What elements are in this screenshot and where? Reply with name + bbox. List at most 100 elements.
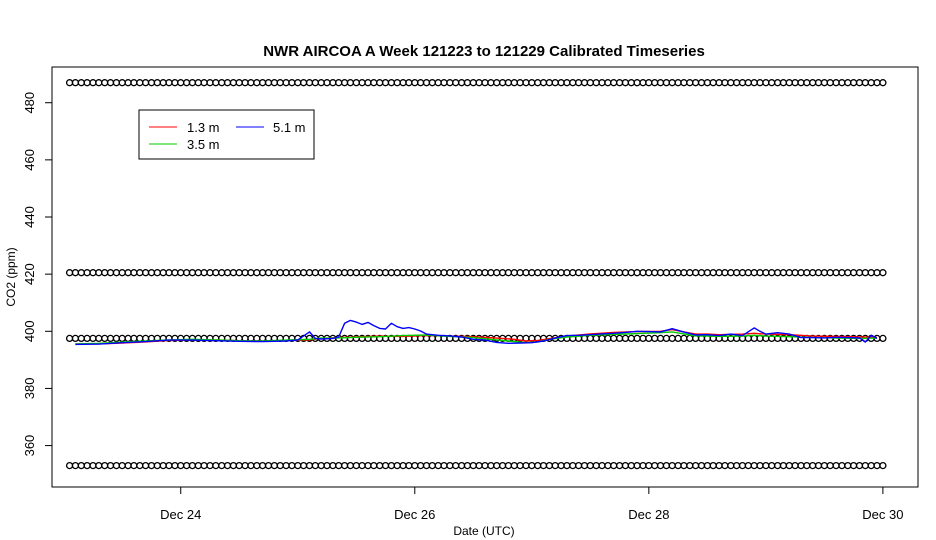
flag-marker — [393, 79, 401, 87]
flag-marker — [446, 461, 454, 470]
flag-marker — [405, 269, 413, 277]
flag-marker — [621, 461, 630, 470]
flag-marker — [282, 269, 290, 277]
flag-marker — [241, 79, 249, 87]
flag-marker — [475, 79, 483, 87]
flag-marker — [662, 461, 671, 470]
chart-title: NWR AIRCOA A Week 121223 to 121229 Calib… — [263, 43, 705, 60]
flag-marker — [89, 334, 97, 343]
flag-marker — [756, 79, 764, 87]
flag-marker — [124, 269, 132, 277]
y-tick-label: 400 — [22, 320, 37, 342]
flag-marker — [247, 461, 255, 470]
flag-marker — [241, 461, 249, 470]
flag-marker — [832, 79, 840, 87]
flag-marker — [346, 334, 355, 343]
flag-marker — [188, 461, 197, 470]
flag-marker — [481, 269, 489, 277]
flag-marker — [159, 269, 167, 277]
flag-marker — [615, 334, 624, 343]
flag-marker — [534, 461, 542, 470]
flag-marker — [141, 461, 150, 470]
flag-marker — [182, 79, 191, 87]
flag-marker — [340, 269, 349, 277]
flag-marker — [159, 79, 167, 87]
flag-marker — [832, 269, 840, 277]
flag-marker — [130, 461, 138, 470]
flag-marker — [849, 461, 858, 470]
flag-marker — [352, 79, 360, 87]
flag-marker — [141, 269, 150, 277]
flag-marker — [381, 79, 390, 87]
flag-marker — [703, 269, 712, 277]
flag-marker — [235, 269, 243, 277]
flag-marker — [691, 269, 700, 277]
flag-marker — [101, 461, 109, 470]
flag-marker — [598, 461, 606, 470]
flag-marker — [627, 79, 635, 87]
flag-marker — [785, 461, 793, 470]
flag-marker — [522, 79, 530, 87]
series-layer — [75, 319, 878, 346]
flag-marker — [621, 269, 630, 277]
flag-marker — [738, 461, 747, 470]
flag-marker — [212, 79, 220, 87]
flag-marker — [493, 461, 501, 470]
flag-marker — [855, 269, 864, 277]
flag-marker — [750, 334, 758, 343]
flag-marker — [346, 461, 355, 470]
flag-marker — [627, 269, 635, 277]
flag-marker — [411, 461, 419, 470]
flag-marker — [773, 269, 782, 277]
flag-marker — [71, 461, 80, 470]
flag-marker — [329, 269, 337, 277]
flag-marker — [510, 461, 518, 470]
flag-marker — [358, 79, 366, 87]
flag-marker — [206, 79, 214, 87]
flag-marker — [610, 79, 618, 87]
flag-marker — [399, 79, 407, 87]
flag-marker — [645, 79, 653, 87]
flag-marker — [346, 269, 355, 277]
flag-marker — [598, 79, 606, 87]
flag-marker — [645, 334, 653, 343]
flag-marker — [299, 79, 308, 87]
flag-marker — [639, 79, 647, 87]
flag-marker — [136, 269, 144, 277]
flag-marker — [434, 79, 442, 87]
flag-marker — [791, 461, 799, 470]
flag-marker — [750, 79, 758, 87]
flag-marker — [762, 461, 770, 470]
flag-marker — [177, 269, 185, 277]
y-axis: 360 380 400 420 440 460 480 — [22, 92, 52, 456]
flag-marker — [83, 269, 91, 277]
flag-marker — [703, 461, 712, 470]
flag-marker — [516, 461, 524, 470]
flag-marker — [727, 269, 735, 277]
flag-marker — [212, 461, 220, 470]
legend-label-5-1m: 5.1 m — [273, 120, 306, 135]
flag-marker — [727, 461, 735, 470]
flag-marker — [229, 79, 238, 87]
flag-marker — [563, 79, 571, 87]
flag-marker — [844, 269, 852, 277]
flag-marker — [849, 269, 858, 277]
flag-marker — [814, 461, 823, 470]
flag-marker — [580, 269, 589, 277]
x-axis-label: Date (UTC) — [453, 524, 514, 538]
flag-marker — [867, 79, 875, 87]
flag-marker — [539, 79, 548, 87]
flag-marker — [77, 79, 85, 87]
flag-marker — [457, 79, 466, 87]
flag-marker — [691, 461, 700, 470]
flag-marker — [662, 334, 671, 343]
flag-marker — [136, 461, 144, 470]
flag-marker — [101, 79, 109, 87]
flag-marker — [329, 79, 337, 87]
x-tick-label: Dec 28 — [628, 507, 669, 522]
flag-marker — [440, 269, 448, 277]
flag-marker — [574, 79, 583, 87]
flag-marker — [633, 334, 641, 343]
flag-marker — [206, 269, 214, 277]
flag-marker — [732, 79, 741, 87]
